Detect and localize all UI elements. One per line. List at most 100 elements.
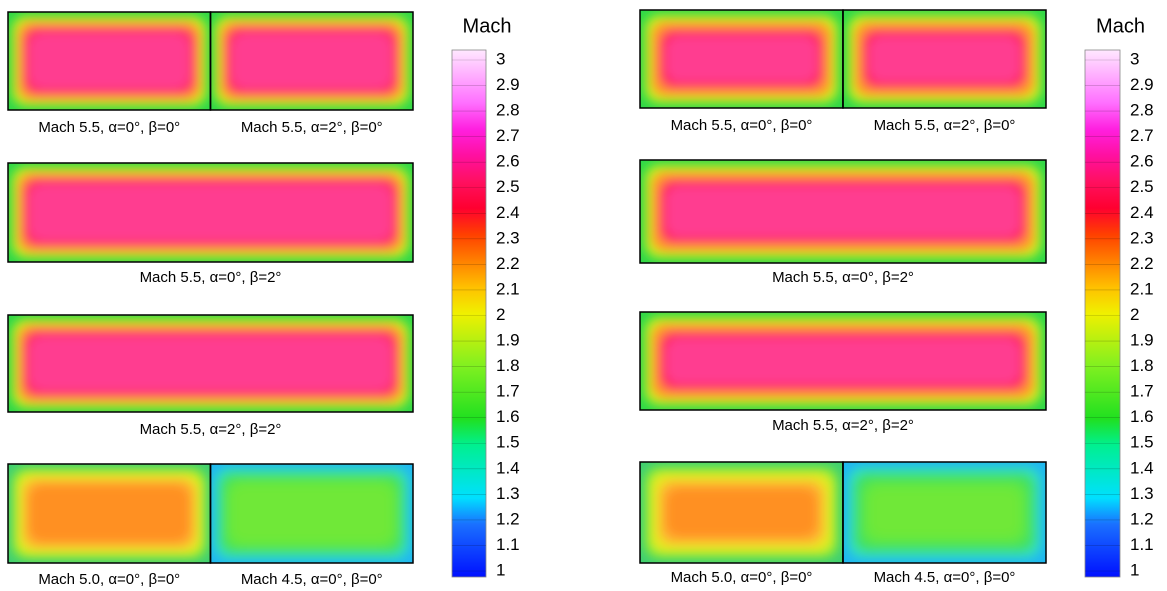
colorbar-tick-label: 2.4 xyxy=(496,203,520,222)
colorbar-tick-label: 1.5 xyxy=(1130,433,1154,452)
colorbar-tick-label: 3 xyxy=(496,49,505,68)
panel-label: Mach 5.0, α=0°, β=0° xyxy=(671,569,813,586)
colorbar-title: Mach xyxy=(1096,15,1145,37)
contour-field xyxy=(8,464,211,563)
field-layers xyxy=(214,468,409,559)
colorbar-tick-label: 2.8 xyxy=(1130,101,1154,120)
field-layers xyxy=(848,467,1041,558)
colorbar-tick-label: 3 xyxy=(1130,49,1139,68)
field-layer xyxy=(29,184,392,241)
panel-frame xyxy=(7,162,414,263)
contour-field xyxy=(640,160,1046,263)
field-layers xyxy=(12,468,207,559)
panel-label: Mach 5.0, α=0°, β=0° xyxy=(38,571,180,588)
field-layer xyxy=(666,338,1020,384)
contour-field xyxy=(8,315,413,412)
colorbar-tick-label: 1.9 xyxy=(496,331,520,350)
colorbar xyxy=(1084,49,1121,578)
colorbar-tick-label: 2.9 xyxy=(496,75,520,94)
panel-label: Mach 5.5, α=0°, β=2° xyxy=(772,269,914,286)
panel-label: Mach 4.5, α=0°, β=0° xyxy=(874,569,1016,586)
colorbar-tick-label: 1.7 xyxy=(496,382,520,401)
field-layers xyxy=(645,317,1041,405)
field-layer xyxy=(666,186,1020,237)
colorbar-tick-label: 2.2 xyxy=(1130,254,1154,273)
colorbar-tick-label: 2.2 xyxy=(496,254,520,273)
field-layer xyxy=(29,336,392,391)
colorbar-tick-label: 1 xyxy=(1130,560,1139,579)
colorbar-tick-label: 2.1 xyxy=(1130,279,1154,298)
colorbar-tick-label: 2.6 xyxy=(496,152,520,171)
field-layers xyxy=(645,165,1041,258)
contour-field xyxy=(210,12,413,110)
panel-label: Mach 5.5, α=2°, β=2° xyxy=(140,421,282,438)
colorbar-tick-label: 1.4 xyxy=(1130,458,1154,477)
contour-field xyxy=(8,12,211,110)
colorbar-tick-label: 1.4 xyxy=(496,458,520,477)
panel-label: Mach 5.5, α=0°, β=0° xyxy=(671,117,813,134)
panel-label: Mach 4.5, α=0°, β=0° xyxy=(241,571,383,588)
field-layer xyxy=(666,36,817,82)
colorbar-tick-label: 2.7 xyxy=(1130,126,1154,145)
panel-label: Mach 5.5, α=2°, β=0° xyxy=(241,119,383,136)
panel-label: Mach 5.5, α=2°, β=0° xyxy=(874,117,1016,134)
colorbar-tick-label: 1.2 xyxy=(1130,509,1154,528)
contour-field xyxy=(210,464,413,563)
contour-field xyxy=(640,10,843,108)
colorbar xyxy=(451,49,487,578)
colorbar-tick-label: 1 xyxy=(496,560,505,579)
colorbar-tick-label: 2.7 xyxy=(496,126,520,145)
panel-frame xyxy=(7,314,414,413)
field-layers xyxy=(645,15,838,103)
field-layers xyxy=(848,15,1041,103)
colorbar-tick-label: 1.3 xyxy=(1130,484,1154,503)
colorbar-tick-label: 1.5 xyxy=(496,433,520,452)
panel-frame xyxy=(639,311,1047,411)
field-layer xyxy=(29,33,190,89)
colorbar-tick-label: 2.3 xyxy=(1130,228,1154,247)
contour-field xyxy=(843,462,1046,563)
field-layer xyxy=(869,36,1020,82)
contour-field xyxy=(843,10,1046,108)
colorbar-tick-label: 1.1 xyxy=(496,535,520,554)
colorbar-tick-label: 1.2 xyxy=(496,509,520,528)
colorbar-tick-label: 1.9 xyxy=(1130,331,1154,350)
colorbar-tick-label: 1.6 xyxy=(1130,407,1154,426)
colorbar-tick-label: 2.5 xyxy=(1130,177,1154,196)
contour-field xyxy=(640,462,843,563)
contour-field xyxy=(8,163,413,262)
field-layer xyxy=(29,485,190,542)
colorbar-tick-label: 1.8 xyxy=(496,356,520,375)
panel-label: Mach 5.5, α=0°, β=0° xyxy=(38,119,180,136)
colorbar-tick-label: 2.3 xyxy=(496,228,520,247)
panel-frame xyxy=(639,159,1047,264)
colorbar-tick-label: 2.1 xyxy=(496,279,520,298)
colorbar-tick-label: 1.1 xyxy=(1130,535,1154,554)
field-layers xyxy=(12,319,409,408)
field-layer xyxy=(231,33,392,89)
field-layer xyxy=(666,488,817,537)
colorbar-tick-label: 1.7 xyxy=(1130,382,1154,401)
colorbar-tick-label: 2.5 xyxy=(496,177,520,196)
contour-field xyxy=(640,312,1046,410)
colorbar-title: Mach xyxy=(463,15,512,37)
field-layers xyxy=(12,167,409,258)
colorbar-tick-label: 1.3 xyxy=(496,484,520,503)
field-layer xyxy=(869,488,1020,537)
field-layer xyxy=(231,485,392,542)
colorbar-tick-label: 2.6 xyxy=(1130,152,1154,171)
colorbar-tick-label: 2.8 xyxy=(496,101,520,120)
field-layers xyxy=(214,16,409,106)
colorbar-tick-label: 1.6 xyxy=(496,407,520,426)
colorbar-tick-label: 2 xyxy=(496,305,505,324)
colorbar-tick-label: 1.8 xyxy=(1130,356,1154,375)
panel-label: Mach 5.5, α=2°, β=2° xyxy=(772,417,914,434)
field-layers xyxy=(12,16,207,106)
colorbar-tick-label: 2.4 xyxy=(1130,203,1154,222)
field-layers xyxy=(645,467,838,558)
colorbar-tick-label: 2.9 xyxy=(1130,75,1154,94)
colorbar-tick-label: 2 xyxy=(1130,305,1139,324)
panel-label: Mach 5.5, α=0°, β=2° xyxy=(140,269,282,286)
